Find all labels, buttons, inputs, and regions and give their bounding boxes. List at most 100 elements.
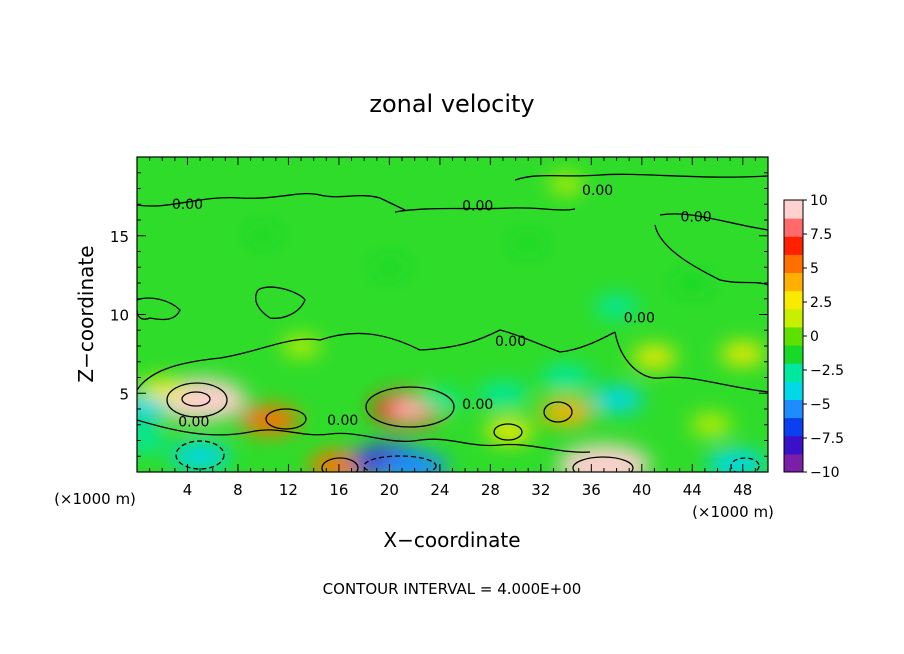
chart-title: zonal velocity [369, 90, 534, 118]
contour-neg-right [730, 457, 760, 472]
x-axis: 4 8 12 16 20 24 28 32 36 40 44 48 [149, 157, 756, 499]
velocity-feature [706, 449, 767, 472]
contour-label: 0.00 [680, 210, 711, 226]
velocity-feature [371, 257, 408, 277]
contour-orange-4 [493, 423, 523, 441]
colorbar-swatch [784, 254, 803, 274]
velocity-feature [672, 272, 713, 294]
colorbar-swatch [784, 272, 803, 292]
contour-neg-center [363, 455, 437, 472]
x-tick-label: 28 [481, 481, 500, 499]
contour-orange-2 [321, 457, 359, 472]
colorbar-tick-label: −7.5 [810, 431, 844, 447]
contour-line-mid-right [654, 224, 768, 286]
contour-orange-3 [543, 401, 573, 423]
x-unit-left: (×1000 m) [54, 490, 136, 508]
colorbar-tick-label: 7.5 [810, 227, 832, 243]
x-unit-right: (×1000 m) [692, 503, 774, 521]
velocity-feature [540, 364, 592, 391]
colorbar-swatch [784, 308, 803, 328]
velocity-feature [170, 441, 231, 471]
contour-line-middle [394, 207, 576, 213]
contour-lines [137, 173, 768, 472]
contour-line-island [255, 286, 306, 319]
contour-line-upper-arc [659, 213, 768, 231]
velocity-feature [548, 174, 584, 194]
colorbar-tick-label: 5 [810, 261, 819, 277]
colorbar-swatch [784, 200, 803, 219]
x-tick-label: 40 [632, 481, 651, 499]
velocity-field [137, 174, 767, 472]
contour-line-right [614, 331, 768, 393]
contour-max-left-inner [181, 391, 211, 407]
velocity-feature [510, 234, 547, 254]
velocity-feature [137, 428, 167, 453]
velocity-feature [137, 395, 169, 423]
velocity-feature [138, 378, 186, 402]
colorbar-tick-label: −5 [810, 397, 831, 413]
colorbar-swatch [784, 218, 803, 237]
y-tick-label: 15 [110, 228, 129, 246]
velocity-feature [239, 405, 300, 435]
velocity-feature [246, 226, 280, 245]
x-tick-label: 8 [233, 481, 243, 499]
contour-neg-left [175, 440, 225, 470]
contour-label: 0.00 [178, 414, 209, 430]
contour-labels: 0.00 0.00 0.00 0.00 0.00 0.00 0.00 0.00 0.00 [172, 183, 712, 431]
colorbar-swatch [784, 453, 803, 473]
colorbar-swatch [784, 381, 803, 400]
velocity-feature [690, 414, 732, 436]
colorbar-swatch [784, 363, 803, 382]
x-tick-label: 20 [380, 481, 399, 499]
velocity-feature [589, 386, 644, 413]
contour-line-lower [137, 419, 591, 453]
y-axis: 5 10 15 [110, 172, 768, 457]
velocity-feature-core [391, 401, 425, 417]
velocity-feature [477, 382, 529, 408]
colorbar-swatch [784, 345, 803, 364]
contour-line-upper [137, 192, 406, 211]
velocity-feature [417, 389, 462, 413]
velocity-feature [539, 398, 593, 426]
colorbar-swatch [784, 326, 803, 346]
contour-orange-1 [265, 408, 307, 430]
contour-interval-note: CONTOUR INTERVAL = 4.000E+00 [323, 580, 582, 598]
contour-label: 0.00 [582, 183, 613, 199]
colorbar-tick-label: 0 [810, 329, 819, 345]
x-tick-label: 24 [430, 481, 449, 499]
y-tick-label: 5 [119, 385, 129, 403]
contour-max-bottom [572, 456, 634, 472]
x-tick-label: 36 [582, 481, 601, 499]
contour-max-center [365, 386, 455, 428]
colorbar-tick-label: 10 [810, 193, 828, 209]
contour-label: 0.00 [495, 334, 526, 350]
velocity-feature [594, 295, 639, 318]
contour-label: 0.00 [462, 397, 493, 413]
velocity-feature [632, 345, 677, 369]
x-tick-label: 44 [683, 481, 702, 499]
contour-label: 0.00 [327, 413, 358, 429]
x-tick-label: 12 [279, 481, 298, 499]
contour-line-boundary [137, 329, 616, 391]
velocity-feature [308, 451, 369, 472]
contour-line-left-lobe [137, 297, 181, 321]
contour-line-upper-right [514, 173, 768, 181]
contour-label: 0.00 [462, 199, 493, 215]
colorbar-swatch [784, 290, 803, 310]
colorbar: 10 7.5 5 2.5 0 −2.5 −5 −7.5 −10 [783, 193, 844, 481]
x-tick-label: 4 [183, 481, 193, 499]
contour-max-left [166, 382, 228, 418]
x-tick-label: 16 [329, 481, 348, 499]
colorbar-swatch [784, 435, 803, 455]
colorbar-tick-label: −2.5 [810, 363, 844, 379]
y-axis-label: Z−coordinate [74, 245, 98, 382]
x-tick-label: 32 [531, 481, 550, 499]
velocity-feature-core [179, 390, 221, 409]
colorbar-swatch [784, 417, 803, 437]
plot-background [137, 157, 768, 472]
x-axis-label: X−coordinate [383, 528, 520, 552]
colorbar-swatch [784, 236, 803, 255]
velocity-feature-core [583, 456, 625, 472]
contour-label: 0.00 [624, 310, 655, 326]
